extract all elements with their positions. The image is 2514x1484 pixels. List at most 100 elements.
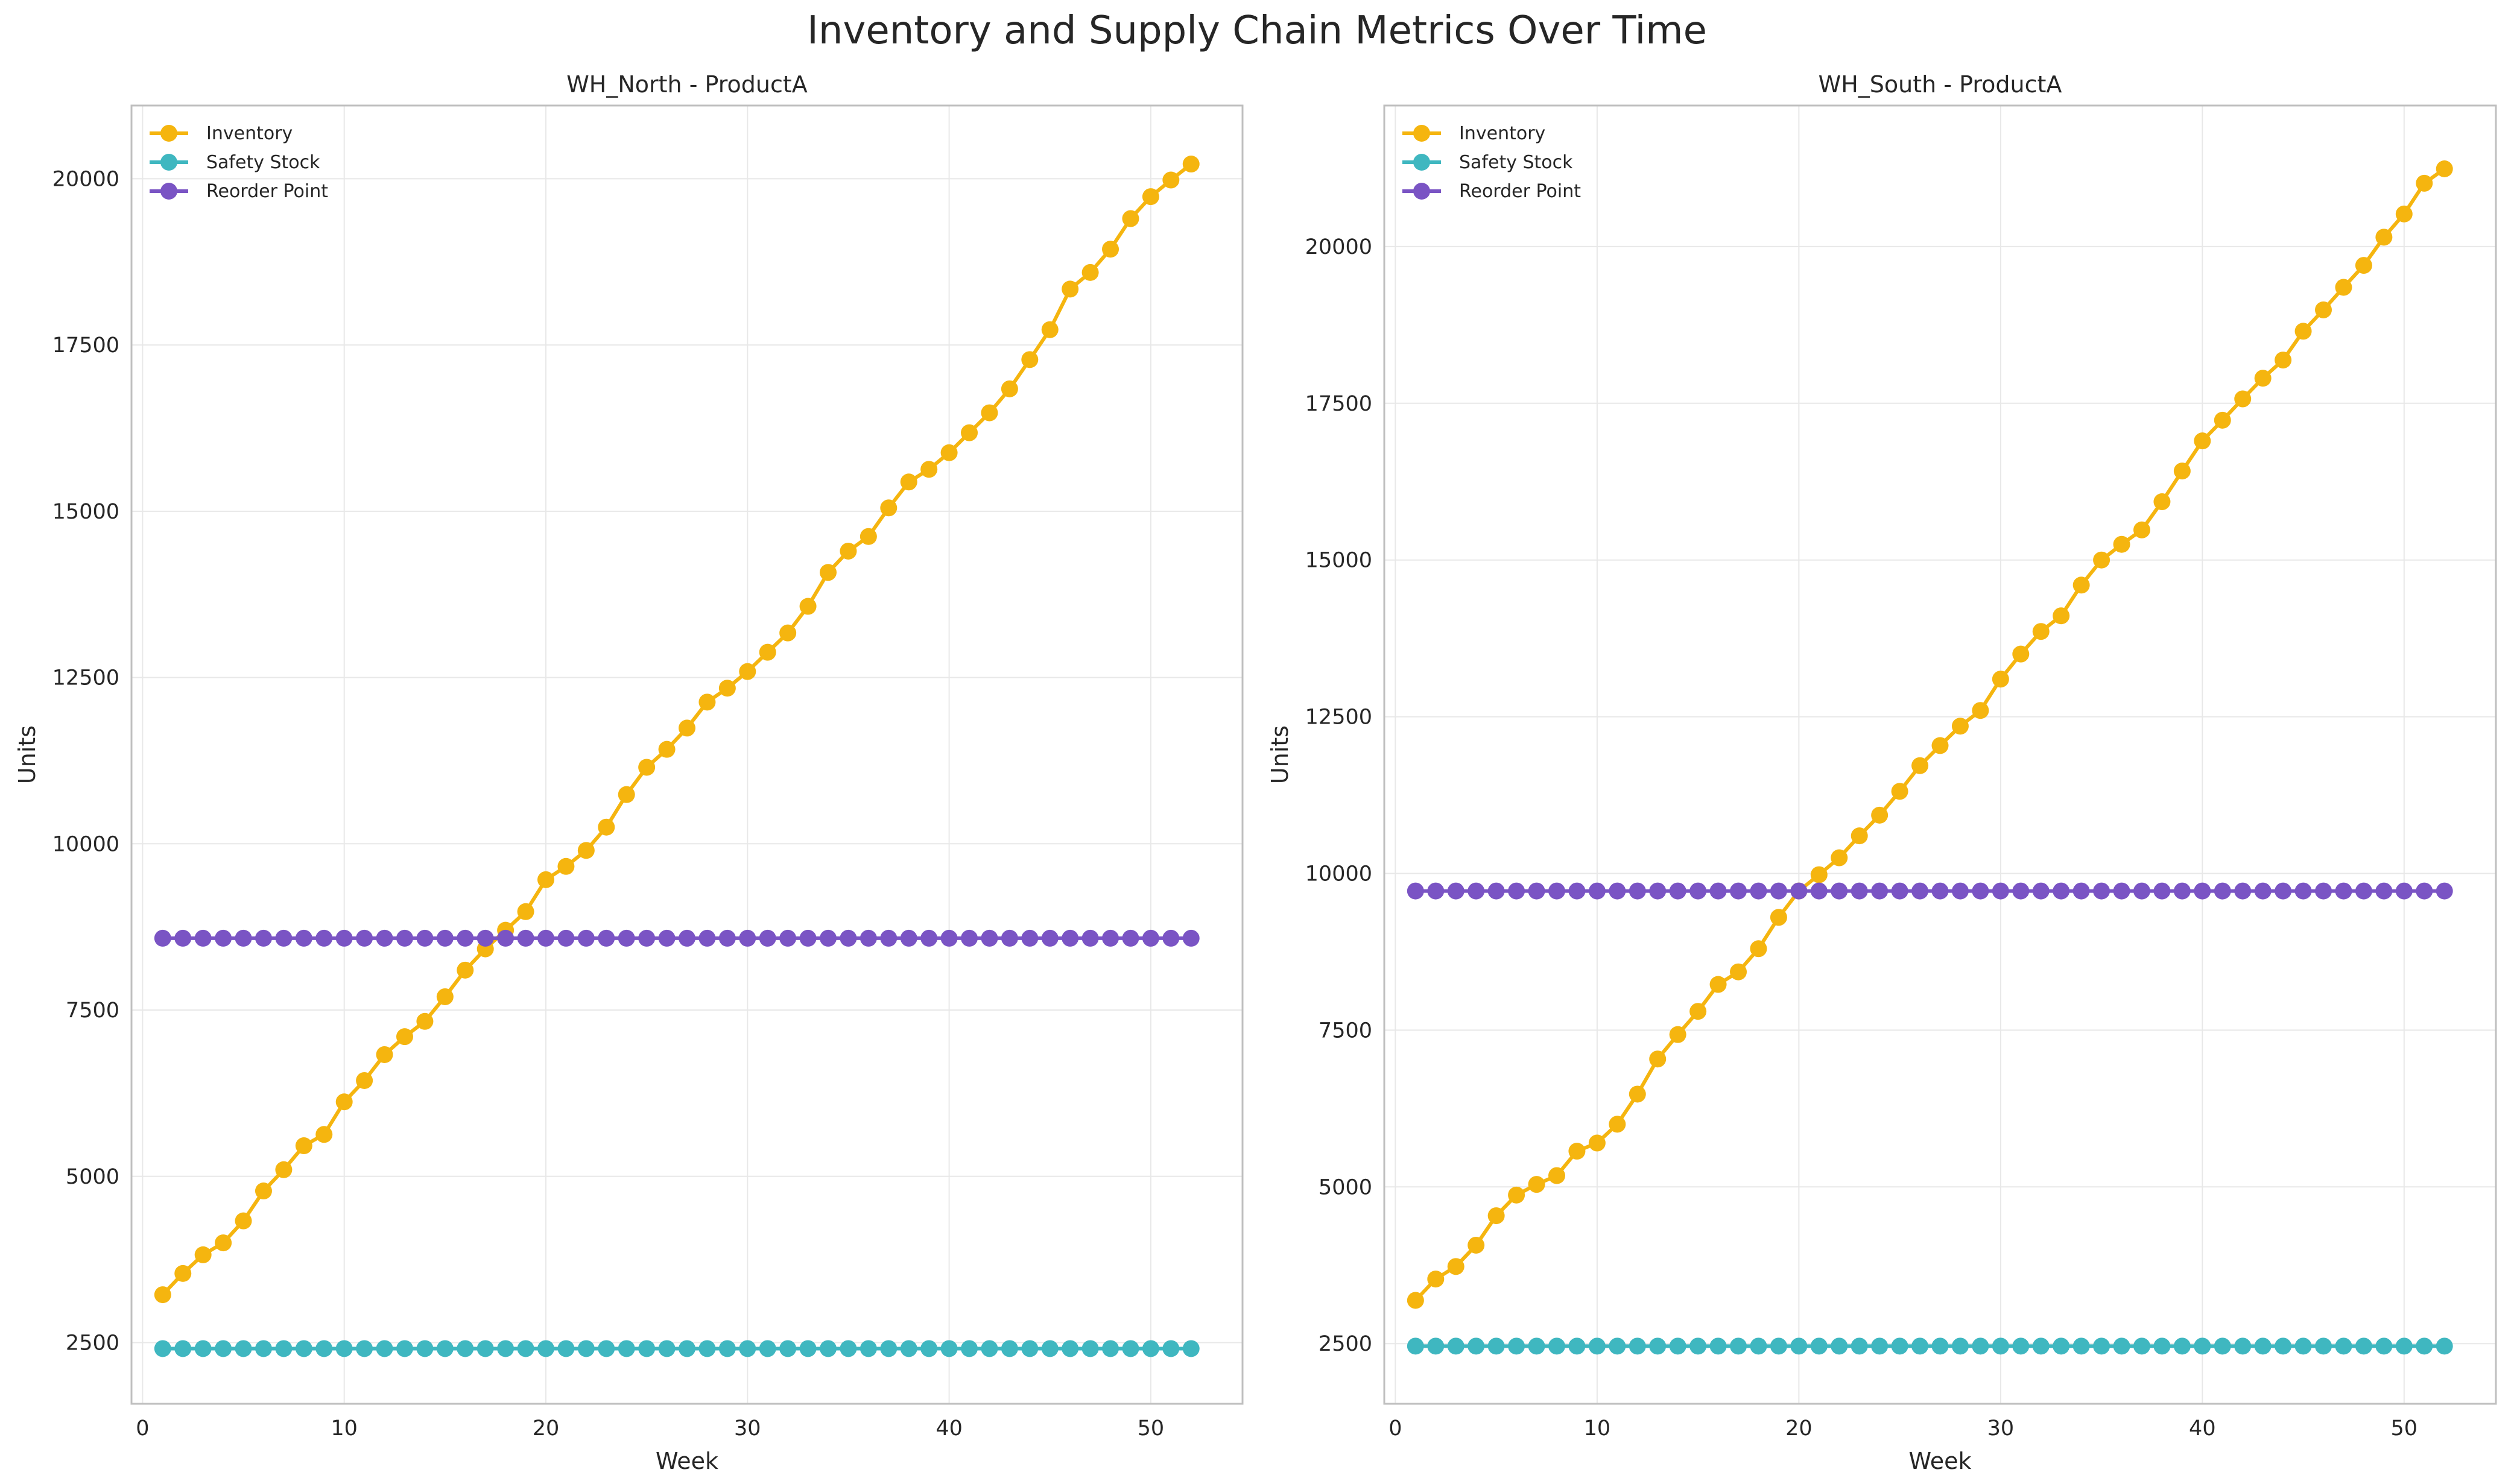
panel-2-reorder-point-point (2355, 882, 2372, 900)
panel-1-inventory-point (981, 404, 998, 422)
panel-2-safety-stock-point (2194, 1337, 2211, 1355)
panel-1-safety-stock-point (275, 1340, 293, 1357)
panel-1-reorder-point-point (577, 929, 595, 947)
panel-2-safety-stock-point (1992, 1337, 2009, 1355)
panel-2-x-tick-label: 40 (2189, 1416, 2216, 1441)
panel-2-reorder-point-point (1810, 882, 1828, 900)
panel-2-inventory-point (1548, 1167, 1565, 1184)
panel-1-reorder-point-point (557, 929, 575, 947)
panel-2-safety-stock-point (1528, 1337, 1545, 1355)
panel-2-safety-stock-point (1407, 1337, 1424, 1355)
panel-1-y-tick-label: 17500 (52, 333, 119, 358)
panel-2-reorder-point-point (2093, 882, 2110, 900)
panel-1-inventory-point (759, 643, 776, 661)
panel-2-frame (1383, 104, 2497, 1405)
panel-1-y-tick-label: 20000 (52, 167, 119, 191)
panel-1-safety-stock-point (396, 1340, 413, 1357)
panel-2-legend-swatch-marker (1413, 125, 1430, 142)
panel-2-inventory-point (1649, 1050, 1667, 1068)
panel-2-y-tick-label: 5000 (1319, 1175, 1372, 1199)
panel-1-safety-stock-point (457, 1340, 474, 1357)
panel-1-safety-stock-point (638, 1340, 656, 1357)
panel-1-safety-stock-point (598, 1340, 615, 1357)
panel-1-y-tick-label: 12500 (52, 666, 119, 690)
panel-1-reorder-point-point (1081, 929, 1099, 947)
panel-2-inventory-point (2133, 521, 2150, 538)
panel-2-inventory-point (1508, 1186, 1525, 1204)
panel-2-safety-stock-point (1468, 1337, 1485, 1355)
panel-1-inventory-point (679, 719, 695, 737)
panel-1-safety-stock-point (477, 1340, 494, 1357)
panel-2-inventory-point (2395, 205, 2413, 223)
panel-1-legend-label: Reorder Point (206, 181, 328, 202)
panel-2-safety-stock-point (1871, 1337, 1889, 1355)
panel-2-inventory-point (1427, 1271, 1445, 1288)
panel-2-safety-stock-point (1750, 1337, 1767, 1355)
panel-2-safety-stock-point (2315, 1337, 2332, 1355)
panel-1-safety-stock-point (235, 1340, 252, 1357)
panel-1-safety-stock-point (759, 1340, 776, 1357)
panel-2-reorder-point-point (2395, 882, 2413, 900)
panel-1-safety-stock-point (537, 1340, 554, 1357)
panel-1-series-safety-stock (154, 1340, 1200, 1357)
panel-2-y-tick-label: 12500 (1305, 706, 1372, 730)
panel-1-safety-stock-point (335, 1340, 353, 1357)
panel-2-reorder-point-point (2275, 882, 2292, 900)
panel-2-plot-area (1384, 106, 2496, 1404)
panel-2-reorder-point-point (2133, 882, 2150, 900)
panel-1-safety-stock-point (961, 1340, 978, 1357)
panel-1-inventory-point (880, 499, 898, 517)
panel-1-reorder-point-point (1142, 929, 1159, 947)
panel-2-inventory-point (1407, 1292, 1424, 1309)
panel-2-reorder-point-point (1931, 882, 1949, 900)
panel-1-safety-stock-point (497, 1340, 515, 1357)
panel-2-reorder-point-point (1447, 882, 1464, 900)
panel-2-inventory-point (1951, 718, 1969, 735)
panel-2-inventory-point (1911, 757, 1929, 774)
panel-2-safety-stock-point (1447, 1337, 1464, 1355)
panel-2-y-tick-label: 7500 (1319, 1018, 1372, 1043)
panel-2-reorder-point-point (2173, 882, 2191, 900)
panel-2-inventory-point (1730, 963, 1747, 980)
panel-2-safety-stock-point (2214, 1337, 2231, 1355)
panel-1-x-tick-label: 40 (936, 1416, 963, 1441)
panel-2-y-tick-label: 15000 (1305, 549, 1372, 573)
panel-1-safety-stock-point (1122, 1340, 1139, 1357)
panel-1-series-inventory (154, 156, 1200, 1304)
panel-1-reorder-point-point (799, 929, 817, 947)
panel-1-reorder-point-point (1122, 929, 1139, 947)
panel-2-inventory-point (2234, 390, 2252, 408)
panel-1-series-reorder-point (154, 929, 1200, 947)
panel-2-legend-item-safety-stock: Safety Stock (1402, 152, 1573, 173)
panel-2-reorder-point-point (1790, 882, 1808, 900)
panel-2-inventory-point (2416, 174, 2433, 192)
panel-2-x-tick-label: 10 (1584, 1416, 1611, 1441)
panel-2-reorder-point-point (2436, 882, 2453, 900)
panel-2-safety-stock-point (2275, 1337, 2292, 1355)
panel-1-safety-stock-point (920, 1340, 938, 1357)
panel-1-reorder-point-point (1001, 929, 1018, 947)
panel-2-safety-stock-point (1790, 1337, 1808, 1355)
panel-2-inventory-point (1528, 1176, 1545, 1193)
panel-2-inventory-point (2254, 370, 2272, 387)
panel-1-reorder-point-point (961, 929, 978, 947)
panel-2-reorder-point-point (1548, 882, 1565, 900)
panel-1-y-tick-label: 7500 (66, 999, 119, 1023)
panel-1-safety-stock-point (799, 1340, 817, 1357)
panel-2-safety-stock-point (2436, 1337, 2453, 1355)
panel-1-inventory-point (537, 871, 554, 888)
panel-2-x-tick-label: 50 (2391, 1416, 2418, 1441)
panel-2-inventory-point (1810, 866, 1828, 883)
panel-2-reorder-point-point (1669, 882, 1686, 900)
panel-1-reorder-point-point (376, 929, 393, 947)
panel-1-inventory-line (161, 162, 1192, 1296)
panel-1-reorder-point-point (356, 929, 373, 947)
panel-2-safety-stock-point (1931, 1337, 1949, 1355)
panel-1-inventory-point (416, 1012, 434, 1030)
panel-2-x-tick-label: 30 (1987, 1416, 2015, 1441)
panel-2-inventory-point (2153, 493, 2171, 511)
panel-2-inventory-point (1871, 806, 1889, 824)
panel-2-inventory-point (2093, 551, 2110, 569)
panel-1-safety-stock-point (840, 1340, 857, 1357)
panel-1-reorder-point-point (154, 929, 171, 947)
